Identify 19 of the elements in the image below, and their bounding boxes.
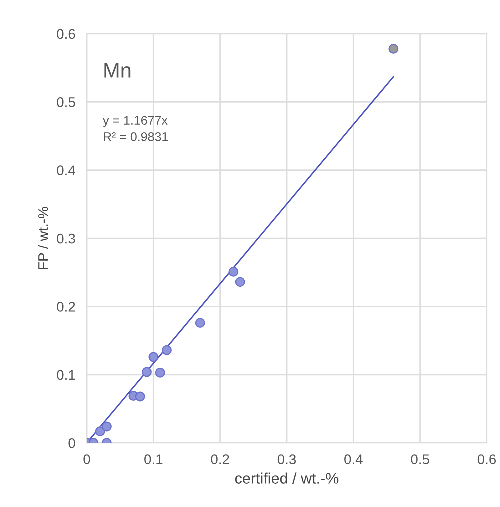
y-tick-label: 0.2 — [57, 302, 76, 312]
x-axis-title: certified / wt.-% — [235, 472, 339, 484]
y-axis-title: FP / wt.-% — [38, 207, 48, 270]
x-tick-label: 0.2 — [211, 454, 230, 464]
y-tick-label: 0.3 — [57, 234, 76, 244]
x-tick-label: 0 — [84, 454, 90, 464]
y-tick-label: 0.5 — [57, 97, 76, 108]
y-tick-label: 0 — [68, 438, 76, 448]
x-tick-label: 0.6 — [478, 454, 496, 464]
x-tick-label: 0.1 — [144, 454, 163, 464]
annotation: y = 1.1677x — [103, 116, 168, 128]
x-tick-label: 0.3 — [278, 454, 296, 464]
x-tick-label: 0.4 — [344, 454, 363, 464]
annotation: R² = 0.9831 — [104, 132, 168, 142]
y-tick-label: 0.4 — [57, 166, 76, 176]
y-tick-label: 0.1 — [57, 370, 76, 380]
y-tick-label: 0.6 — [57, 29, 76, 40]
annotation: Mn — [104, 63, 131, 78]
x-tick-label: 0.5 — [411, 454, 430, 464]
